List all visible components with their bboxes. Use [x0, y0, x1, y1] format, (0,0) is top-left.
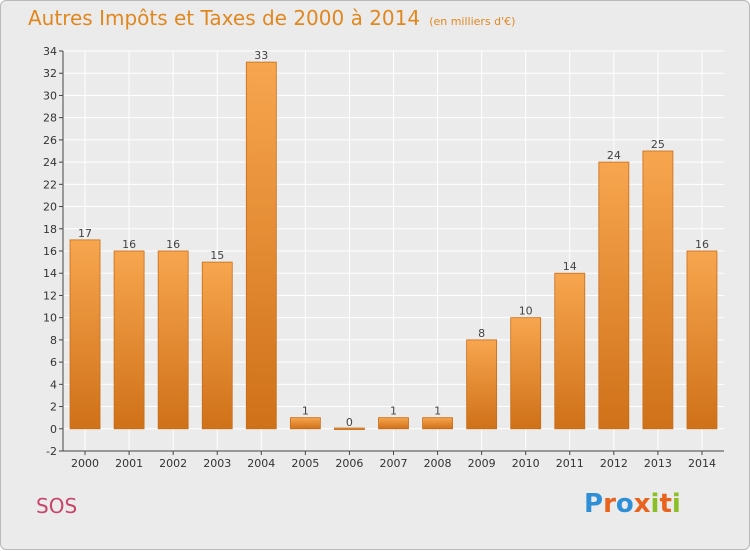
- bar-2003: [201, 261, 233, 430]
- x-tick-label: 2011: [556, 457, 584, 470]
- y-tick-label: 28: [43, 112, 57, 125]
- x-tick-label: 2014: [688, 457, 716, 470]
- y-tick-label: 22: [43, 178, 57, 191]
- data-label-2013: 25: [651, 138, 665, 151]
- x-tick-label: 2008: [424, 457, 452, 470]
- bar-2006: [334, 427, 365, 430]
- bar-2013: [642, 150, 674, 430]
- x-tick-label: 2010: [512, 457, 540, 470]
- y-tick-label: 2: [50, 401, 57, 414]
- data-label-2006: 0: [346, 416, 353, 429]
- y-tick-label: 12: [43, 289, 57, 302]
- data-label-2003: 15: [210, 249, 224, 262]
- logo-letter: i: [671, 489, 681, 519]
- x-tick-label: 2002: [159, 457, 187, 470]
- data-label-2008: 1: [434, 405, 441, 418]
- y-tick-label: -2: [46, 445, 57, 458]
- y-tick-label: 30: [43, 89, 57, 102]
- x-tick-label: 2013: [644, 457, 672, 470]
- logo-letter: r: [603, 489, 616, 519]
- y-tick-label: 18: [43, 223, 57, 236]
- y-tick-label: 16: [43, 245, 57, 258]
- bar-2007: [378, 417, 409, 430]
- y-tick-label: 4: [50, 378, 57, 391]
- bar-2001: [113, 250, 145, 430]
- data-label-2009: 8: [478, 327, 485, 340]
- y-tick-label: 26: [43, 134, 57, 147]
- data-label-2011: 14: [563, 260, 577, 273]
- data-label-2005: 1: [302, 405, 309, 418]
- x-tick-label: 2006: [335, 457, 363, 470]
- y-tick-label: 10: [43, 312, 57, 325]
- bar-2009: [466, 339, 498, 430]
- chart-title-block: Autres Impôts et Taxes de 2000 à 2014 (e…: [28, 6, 515, 30]
- x-tick-label: 2005: [291, 457, 319, 470]
- bar-2012: [598, 161, 630, 430]
- logo-letter: o: [615, 489, 634, 519]
- y-tick-label: 20: [43, 201, 57, 214]
- y-tick-label: 6: [50, 356, 57, 369]
- bar-2014: [686, 250, 718, 430]
- bar-2000: [69, 239, 101, 430]
- commune-name: SOS: [36, 494, 78, 518]
- logo-letter: x: [633, 489, 651, 519]
- logo-letter: t: [659, 489, 672, 519]
- bars: [69, 61, 718, 430]
- bar-2011: [554, 272, 586, 430]
- bar-2010: [510, 317, 542, 430]
- x-tick-label: 2000: [71, 457, 99, 470]
- x-tick-label: 2009: [468, 457, 496, 470]
- data-label-2001: 16: [122, 238, 136, 251]
- bar-2005: [289, 417, 321, 430]
- data-label-2012: 24: [607, 149, 621, 162]
- x-tick-label: 2012: [600, 457, 628, 470]
- data-label-2000: 17: [78, 227, 92, 240]
- bar-2002: [157, 250, 189, 430]
- data-label-2004: 33: [254, 49, 268, 62]
- data-label-2014: 16: [695, 238, 709, 251]
- x-tick-label: 2001: [115, 457, 143, 470]
- logo-letter: P: [584, 489, 604, 519]
- bar-2004: [245, 61, 277, 430]
- y-tick-label: 8: [50, 334, 57, 347]
- proxiti-logo: Proxiti: [584, 489, 681, 519]
- y-tick-label: 14: [43, 267, 57, 280]
- axes: [59, 50, 724, 455]
- data-label-2007: 1: [390, 405, 397, 418]
- chart-subtitle: (en milliers d'€): [429, 15, 516, 28]
- x-tick-labels: 2000 2001 2002 2003 2004 2005 2006 2007 2008 2009…: [71, 457, 716, 470]
- y-tick-label: 34: [43, 45, 57, 58]
- x-tick-label: 2007: [380, 457, 408, 470]
- logo-letter: i: [650, 489, 660, 519]
- chart-title: Autres Impôts et Taxes de 2000 à 2014: [28, 6, 421, 30]
- x-tick-label: 2003: [203, 457, 231, 470]
- data-label-2010: 10: [519, 305, 533, 318]
- data-label-2002: 16: [166, 238, 180, 251]
- bar-2008: [422, 417, 453, 430]
- y-tick-label: 32: [43, 67, 57, 80]
- y-tick-label: 0: [50, 423, 57, 436]
- y-tick-label: 24: [43, 156, 57, 169]
- x-tick-label: 2004: [247, 457, 275, 470]
